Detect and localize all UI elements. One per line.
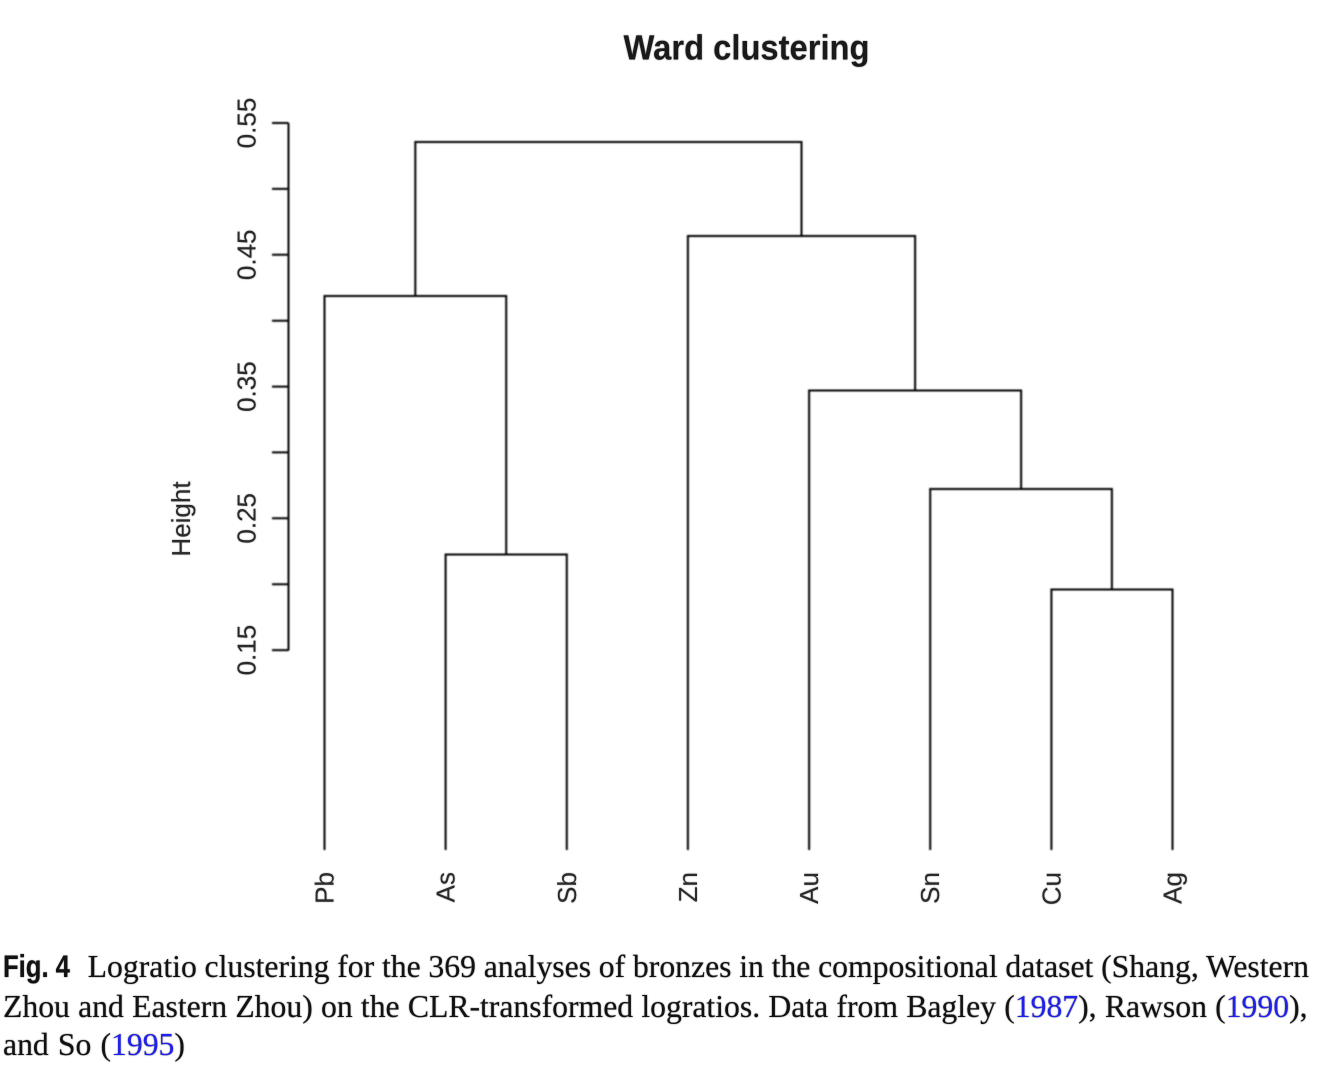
svg-text:Height: Height	[166, 481, 196, 557]
svg-text:Ward clustering: Ward clustering	[624, 28, 870, 67]
svg-text:Ag: Ag	[1158, 872, 1188, 904]
svg-text:0.45: 0.45	[232, 229, 262, 280]
svg-text:Pb: Pb	[310, 872, 340, 904]
svg-text:0.25: 0.25	[232, 493, 262, 544]
svg-text:Cu: Cu	[1036, 872, 1066, 905]
svg-text:0.15: 0.15	[232, 625, 262, 676]
svg-text:0.35: 0.35	[232, 361, 262, 412]
svg-text:0.55: 0.55	[232, 98, 262, 149]
svg-text:Sn: Sn	[915, 872, 945, 904]
svg-text:Au: Au	[794, 872, 824, 904]
svg-text:As: As	[431, 872, 461, 902]
svg-text:Zn: Zn	[673, 872, 703, 902]
svg-text:Sb: Sb	[552, 872, 582, 904]
